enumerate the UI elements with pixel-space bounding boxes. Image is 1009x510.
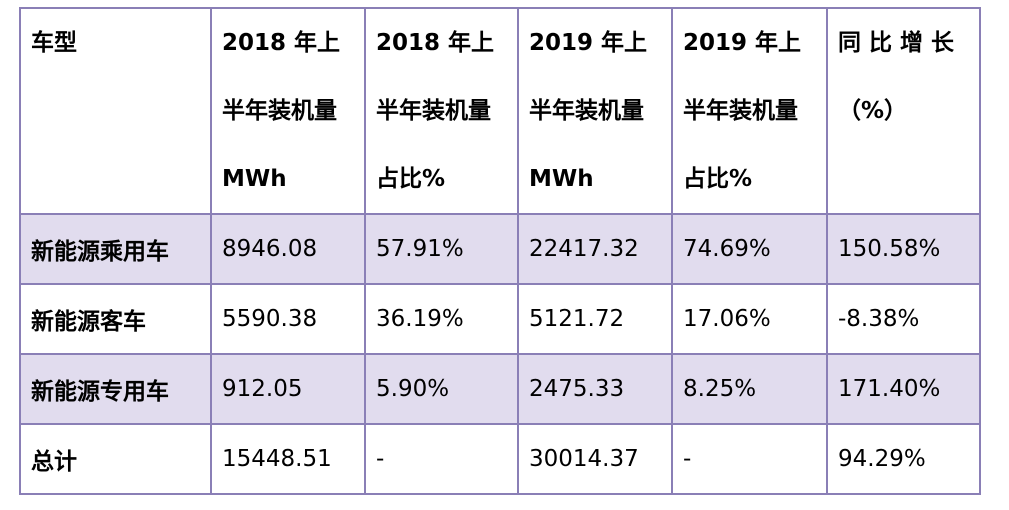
battery-installation-table: 车型 2018 年上 半年装机量 MWh 2018 年上 半年装机量 占比% 2… [19,7,981,495]
header-line: （%） [838,98,908,124]
header-line: 2019 年上 [683,30,802,56]
cell-2018-share: - [364,423,519,495]
header-yoy-growth: 同 比 增 长 （%） [826,7,981,215]
cell-yoy-growth: -8.38% [826,283,981,355]
header-line: 同 比 增 长 [838,30,955,56]
header-line: 2018 年上 [222,30,341,56]
cell-2018-share: 5.90% [364,353,519,425]
table-row-total: 总计 15448.51 - 30014.37 - 94.29% [19,423,981,495]
cell-2019-share: 8.25% [671,353,828,425]
header-vehicle-type: 车型 [19,7,212,215]
cell-2018-mwh: 8946.08 [210,213,366,285]
cell-vehicle-type: 新能源客车 [19,283,212,355]
cell-yoy-growth: 94.29% [826,423,981,495]
cell-2019-share: 17.06% [671,283,828,355]
header-line: 半年装机量 [222,98,337,124]
cell-vehicle-type: 总计 [19,423,212,495]
table-row-bus: 新能源客车 5590.38 36.19% 5121.72 17.06% -8.3… [19,283,981,355]
header-line: MWh [529,166,594,192]
header-line: 占比% [376,166,446,192]
cell-2019-mwh: 30014.37 [517,423,673,495]
cell-2018-mwh: 5590.38 [210,283,366,355]
cell-2018-share: 57.91% [364,213,519,285]
cell-yoy-growth: 150.58% [826,213,981,285]
cell-2019-share: 74.69% [671,213,828,285]
cell-2018-mwh: 912.05 [210,353,366,425]
header-2018-h1-share: 2018 年上 半年装机量 占比% [364,7,519,215]
header-2018-h1-mwh: 2018 年上 半年装机量 MWh [210,7,366,215]
header-line: 2019 年上 [529,30,648,56]
header-2019-h1-share: 2019 年上 半年装机量 占比% [671,7,828,215]
header-line: 半年装机量 [376,98,491,124]
cell-2019-mwh: 2475.33 [517,353,673,425]
table-row-special: 新能源专用车 912.05 5.90% 2475.33 8.25% 171.40… [19,353,981,425]
cell-vehicle-type: 新能源乘用车 [19,213,212,285]
cell-2019-share: - [671,423,828,495]
cell-2019-mwh: 22417.32 [517,213,673,285]
header-line: 占比% [683,166,753,192]
cell-vehicle-type: 新能源专用车 [19,353,212,425]
header-line: MWh [222,166,287,192]
cell-2018-mwh: 15448.51 [210,423,366,495]
header-line: 车型 [31,30,77,56]
table-row-passenger: 新能源乘用车 8946.08 57.91% 22417.32 74.69% 15… [19,213,981,285]
header-line: 半年装机量 [683,98,798,124]
cell-yoy-growth: 171.40% [826,353,981,425]
header-line: 2018 年上 [376,30,495,56]
table-header-row: 车型 2018 年上 半年装机量 MWh 2018 年上 半年装机量 占比% 2… [19,7,981,215]
cell-2018-share: 36.19% [364,283,519,355]
header-2019-h1-mwh: 2019 年上 半年装机量 MWh [517,7,673,215]
cell-2019-mwh: 5121.72 [517,283,673,355]
header-line: 半年装机量 [529,98,644,124]
